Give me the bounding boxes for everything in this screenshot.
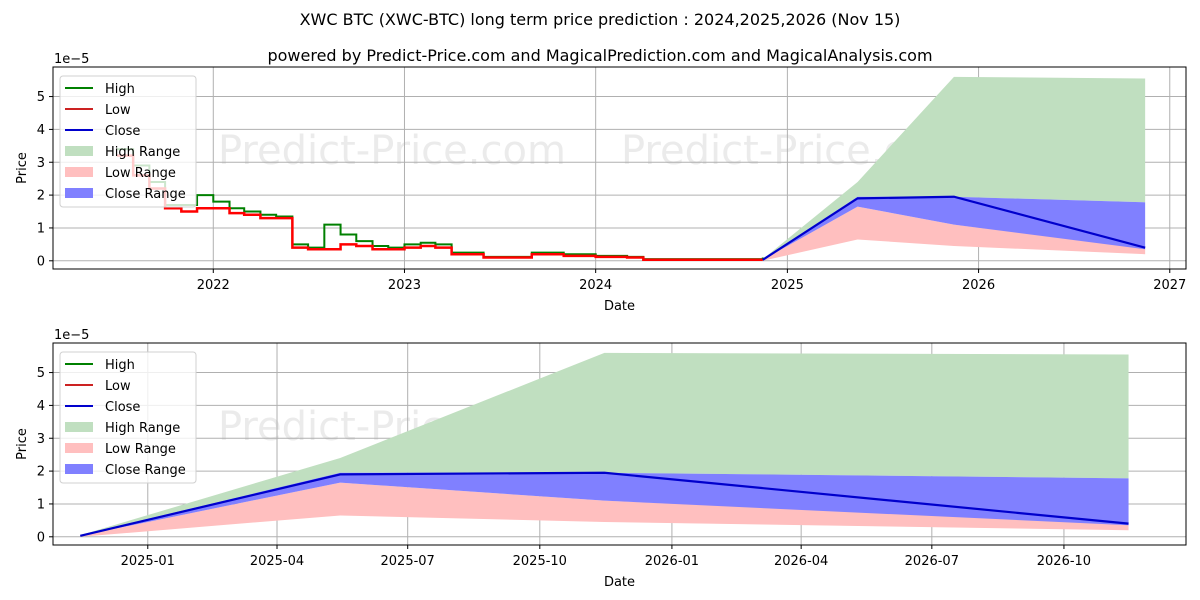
- svg-text:Close: Close: [105, 400, 140, 415]
- legend-item-close-range: Close Range: [65, 187, 186, 202]
- svg-text:1: 1: [37, 221, 45, 236]
- high-range-band: [762, 76, 1146, 260]
- svg-text:Close Range: Close Range: [105, 463, 186, 478]
- svg-text:Close: Close: [105, 124, 140, 139]
- low-line: [116, 154, 763, 262]
- legend: High Low Close High Range Low Range Close Ran…: [59, 351, 197, 484]
- svg-text:Predict-Price.com: Predict-Price.com: [218, 128, 566, 174]
- svg-text:2025-01: 2025-01: [121, 554, 175, 569]
- forecast-zoom-chart-panel: Predict-Price.comPredict-Price.com012345…: [15, 328, 1187, 590]
- y-axis-label: Price: [15, 428, 30, 460]
- svg-text:2024: 2024: [579, 278, 612, 293]
- svg-text:Close Range: Close Range: [105, 187, 186, 202]
- long-term-chart-panel: Predict-Price.com Predict-Price.com 0 1 2 3 4 5…: [15, 52, 1187, 314]
- legend-item-low: Low: [65, 379, 131, 394]
- x-axis: 2025-01 2025-04 2025-07 2025-10 2026-01 2026-…: [121, 545, 1091, 590]
- svg-text:High: High: [105, 358, 135, 373]
- legend-item-low-range: Low Range: [65, 442, 176, 457]
- x-axis-label: Date: [604, 575, 635, 590]
- y-scale-label: 1e−5: [54, 52, 89, 67]
- svg-text:5: 5: [37, 366, 45, 381]
- axes-frame: [52, 66, 1187, 270]
- svg-text:4: 4: [37, 399, 45, 414]
- svg-text:2026-10: 2026-10: [1037, 554, 1091, 569]
- y-axis: 0 1 2 3 4 5 1e−5 Price: [15, 52, 89, 269]
- chart-subtitle: powered by Predict-Price.com and Magical…: [267, 46, 933, 65]
- x-axis: 2022 2023 2024 2025 2026 2027 Date: [197, 269, 1186, 314]
- legend-item-low: Low: [65, 103, 131, 118]
- svg-text:2027: 2027: [1153, 278, 1186, 293]
- legend-item-high-range: High Range: [65, 145, 180, 160]
- svg-text:0: 0: [37, 530, 45, 545]
- svg-text:2026-07: 2026-07: [905, 554, 959, 569]
- y-axis-label: Price: [15, 152, 30, 184]
- svg-text:3: 3: [37, 156, 45, 171]
- svg-text:4: 4: [37, 123, 45, 138]
- svg-text:2025-07: 2025-07: [381, 554, 435, 569]
- low-range-band: [80, 482, 1129, 537]
- svg-text:2026-01: 2026-01: [645, 554, 699, 569]
- legend-item-close: Close: [65, 124, 140, 139]
- legend-item-low-range: Low Range: [65, 166, 176, 181]
- legend: High Low Close High Range Low Range Close Ran…: [59, 75, 197, 208]
- close-line: [80, 471, 1129, 537]
- legend-item-high: High: [65, 358, 135, 373]
- x-axis-label: Date: [604, 299, 635, 314]
- svg-text:Low Range: Low Range: [105, 442, 176, 457]
- svg-text:2: 2: [37, 189, 45, 204]
- low-range-band: [762, 206, 1146, 261]
- legend-item-high-range: High Range: [65, 421, 180, 436]
- svg-text:2025-04: 2025-04: [250, 554, 304, 569]
- svg-text:2022: 2022: [197, 278, 230, 293]
- svg-text:Low: Low: [105, 379, 131, 394]
- high-line: [116, 148, 764, 261]
- svg-text:1: 1: [37, 497, 45, 512]
- svg-text:3: 3: [37, 432, 45, 447]
- svg-text:5: 5: [37, 90, 45, 105]
- svg-text:0: 0: [37, 254, 45, 269]
- svg-text:High Range: High Range: [105, 421, 180, 436]
- svg-text:2: 2: [37, 465, 45, 480]
- close-range-band: [80, 472, 1129, 536]
- svg-text:2026: 2026: [962, 278, 995, 293]
- y-scale-label: 1e−5: [54, 328, 89, 343]
- close-line: [762, 195, 1146, 261]
- close-range-band: [762, 196, 1146, 260]
- svg-text:Low: Low: [105, 103, 131, 118]
- svg-text:Low Range: Low Range: [105, 166, 176, 181]
- svg-text:High: High: [105, 82, 135, 97]
- svg-text:High Range: High Range: [105, 145, 180, 160]
- high-range-band: [80, 352, 1129, 536]
- svg-text:2023: 2023: [388, 278, 421, 293]
- axes-frame: [52, 342, 1187, 546]
- legend-item-close: Close: [65, 400, 140, 415]
- legend-item-close-range: Close Range: [65, 463, 186, 478]
- chart-title: XWC BTC (XWC-BTC) long term price predic…: [299, 10, 901, 29]
- svg-text:2026-04: 2026-04: [774, 554, 828, 569]
- svg-text:2025-10: 2025-10: [513, 554, 567, 569]
- legend-item-high: High: [65, 82, 135, 97]
- svg-text:2025: 2025: [771, 278, 804, 293]
- y-axis: 0 1 2 3 4 5 1e−5 Price: [15, 328, 89, 545]
